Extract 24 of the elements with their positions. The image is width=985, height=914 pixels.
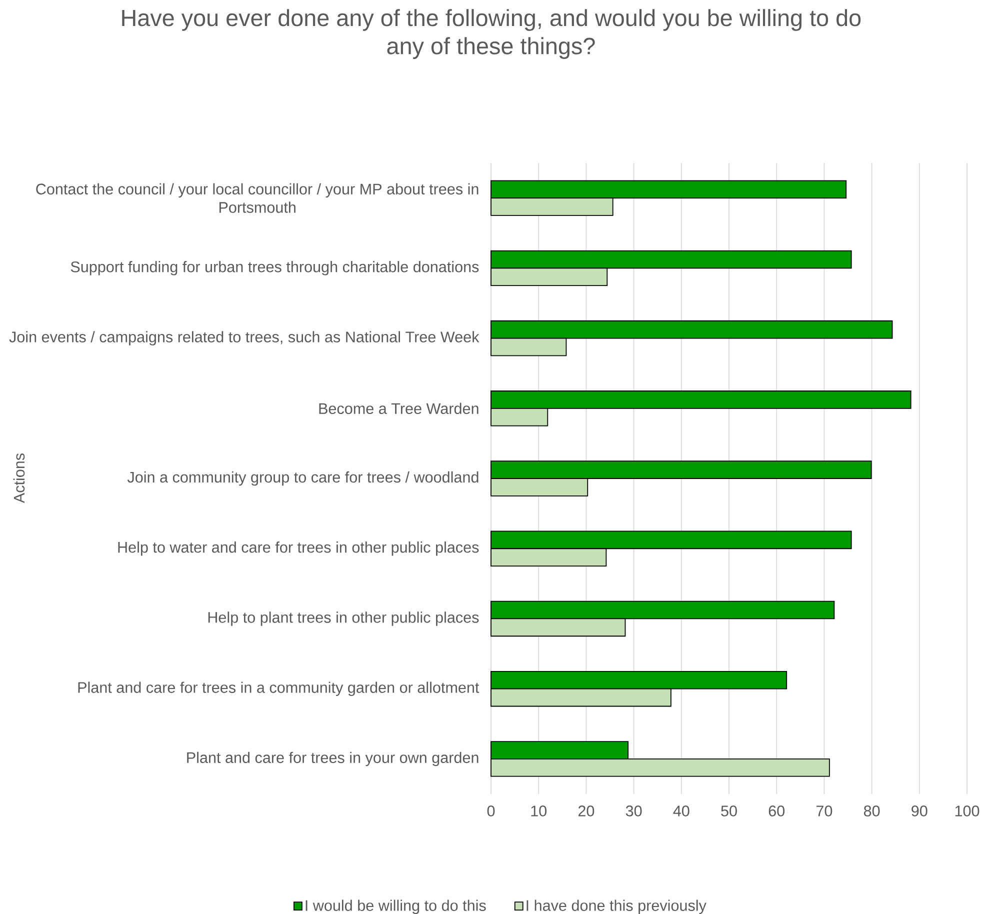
y-tick-label: Help to water and care for trees in other public places <box>118 541 479 556</box>
y-tick-label: Join events / campaigns related to trees, such as National Tree Week <box>9 331 480 346</box>
legend-label: I have done this previously <box>526 900 706 914</box>
x-tick-label: 0 <box>487 806 495 816</box>
x-tick-label: 90 <box>912 806 928 816</box>
y-tick-label: Support funding for urban trees through charitable donations <box>70 261 479 276</box>
y-tick-label: Plant and care for trees in a community garden or allotment <box>78 682 480 696</box>
x-tick-label: 70 <box>816 806 832 816</box>
x-tick-label: 100 <box>955 806 980 816</box>
x-tick-label: 20 <box>578 806 594 816</box>
x-tick-label: 10 <box>531 806 547 816</box>
x-tick-label: 30 <box>626 806 642 816</box>
y-tick-label: Help to plant trees in other public places <box>208 612 479 626</box>
x-tick-label: 60 <box>768 806 785 816</box>
y-tick-label: Plant and care for trees in your own garden <box>187 752 478 766</box>
legend-label: I would be willing to do this <box>306 900 486 914</box>
y-tick-label: Contact the council / your local councillor / your MP about trees in Portsmouth <box>36 183 478 213</box>
y-tick-label: Join a community group to care for trees / woodland <box>127 471 478 486</box>
y-tick-label: Become a Tree Warden <box>319 402 478 414</box>
chart-title: Have you ever done any of the following, and would you be willing to do any of these things? <box>122 9 861 59</box>
x-tick-label: 80 <box>864 806 880 816</box>
x-tick-label: 50 <box>721 806 737 816</box>
x-tick-label: 40 <box>673 806 690 816</box>
y-axis-title: Actions <box>13 453 25 504</box>
